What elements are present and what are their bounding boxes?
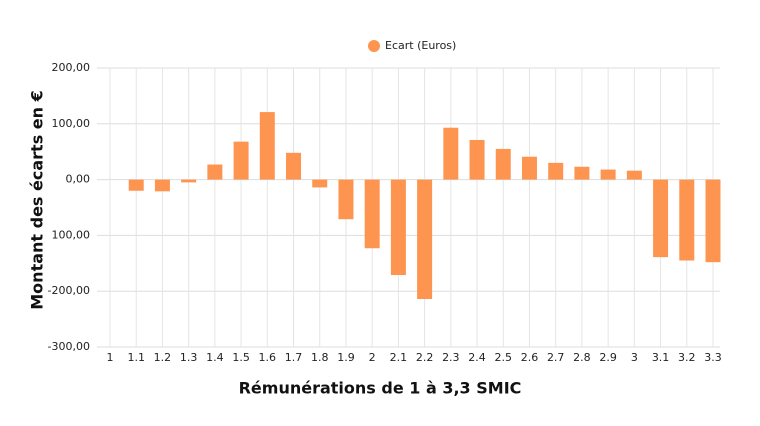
bar [495, 148, 511, 180]
legend-marker [368, 40, 380, 52]
bar [286, 152, 302, 180]
bar [207, 164, 223, 180]
y-tick-label: -200,00 [48, 284, 90, 297]
x-tick-label: 1.4 [206, 351, 224, 364]
x-tick-label: 1.1 [127, 351, 145, 364]
x-tick-label: 1.5 [232, 351, 250, 364]
y-axis-title: Montant des écarts en € [28, 90, 47, 309]
x-tick-label: 2.8 [573, 351, 591, 364]
bar [626, 170, 642, 180]
x-tick-label: 1.2 [154, 351, 172, 364]
bar [154, 179, 170, 192]
bar [600, 169, 616, 180]
x-tick-label: 1.8 [311, 351, 329, 364]
bar [705, 179, 721, 263]
bar [338, 179, 354, 220]
x-axis-title: Rémunérations de 1 à 3,3 SMIC [239, 379, 522, 398]
x-tick-label: 1.9 [337, 351, 355, 364]
bar [574, 166, 590, 180]
bar [312, 179, 328, 188]
x-tick-label: 2.5 [495, 351, 513, 364]
x-tick-label: 2.4 [468, 351, 486, 364]
x-tick-label: 3.2 [678, 351, 696, 364]
x-tick-label: 1.6 [259, 351, 277, 364]
x-tick-label: 2.9 [599, 351, 617, 364]
x-tick-label: 1.7 [285, 351, 303, 364]
bar [233, 141, 249, 180]
bar [364, 179, 380, 249]
x-tick-label: 2 [369, 351, 376, 364]
x-tick-label: 2.2 [416, 351, 434, 364]
y-tick-label: 0,00 [66, 173, 91, 186]
bar [128, 179, 144, 191]
y-tick-label: 100,00 [52, 117, 91, 130]
x-tick-label: 3.1 [652, 351, 670, 364]
bar [181, 179, 197, 183]
x-tick-label: 3.3 [704, 351, 722, 364]
y-tick-label: -300,00 [48, 340, 90, 353]
x-tick-label: 1 [107, 351, 114, 364]
bar [443, 127, 459, 180]
x-tick-label: 2.7 [547, 351, 565, 364]
bar [653, 179, 669, 258]
bar [390, 179, 406, 276]
y-tick-label: 100,00 [52, 228, 91, 241]
x-tick-label: 3 [631, 351, 638, 364]
x-tick-label: 2.6 [521, 351, 539, 364]
bar [679, 179, 695, 261]
legend-label: Ecart (Euros) [385, 39, 456, 52]
bar [548, 162, 564, 180]
x-tick-label: 2.1 [390, 351, 408, 364]
x-tick-label: 2.3 [442, 351, 460, 364]
bar [469, 139, 485, 180]
y-tick-label: 200,00 [52, 61, 91, 74]
bar [521, 156, 537, 180]
bar [259, 112, 275, 180]
bar [417, 179, 433, 300]
x-tick-label: 1.3 [180, 351, 198, 364]
